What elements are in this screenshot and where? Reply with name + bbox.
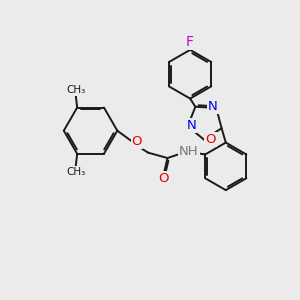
Text: O: O bbox=[159, 172, 169, 185]
Text: CH₃: CH₃ bbox=[66, 85, 85, 95]
Text: F: F bbox=[186, 34, 194, 49]
Text: CH₃: CH₃ bbox=[66, 167, 85, 177]
Text: N: N bbox=[208, 100, 218, 113]
Text: N: N bbox=[186, 118, 196, 132]
Text: NH: NH bbox=[179, 145, 199, 158]
Text: O: O bbox=[132, 135, 142, 148]
Text: O: O bbox=[205, 133, 216, 146]
